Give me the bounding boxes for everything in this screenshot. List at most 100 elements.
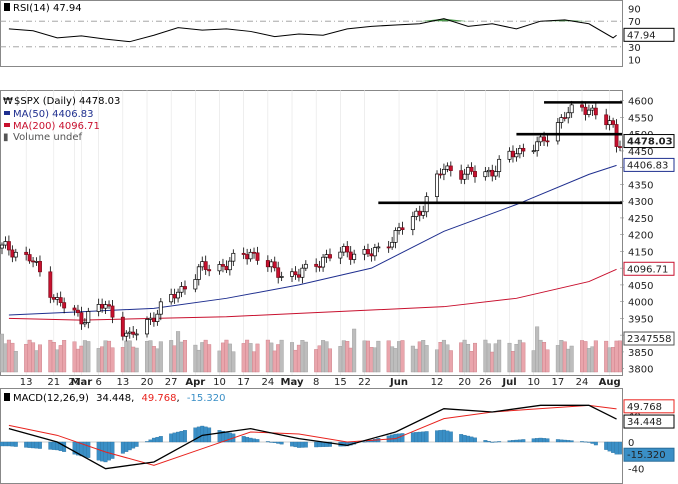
volume-bar [365, 340, 370, 373]
macd-hist-bar [317, 441, 322, 448]
macd-hist-bar [227, 432, 232, 443]
price-tick-label: 3950 [628, 314, 653, 325]
volume-bar [196, 349, 201, 373]
rsi-panel [0, 0, 623, 67]
volume-bar [421, 340, 426, 373]
candle-body [82, 322, 87, 325]
macd-hist-bar [51, 441, 56, 450]
rsi-legend-text: RSI(14) 47.94 [13, 3, 82, 14]
candle-body [317, 266, 322, 268]
candle-body [593, 107, 598, 116]
candle-body [607, 120, 612, 126]
macd-hist-bar [580, 441, 584, 443]
volume-bar [151, 346, 156, 373]
volume-bars [0, 326, 623, 373]
rsi-line [8, 18, 617, 43]
macd-hist-bar [517, 439, 522, 443]
candle-body [148, 317, 153, 320]
volume-bar [538, 339, 543, 373]
macd-hist-bar [241, 436, 246, 443]
volume-bar [131, 346, 136, 373]
candle-body [107, 304, 111, 307]
candle-body [207, 269, 212, 272]
candle-body [62, 302, 67, 309]
volume-bar [555, 345, 560, 373]
candle-body [338, 251, 343, 259]
volume-bar [462, 339, 467, 373]
volume-bar [58, 345, 63, 373]
volume-bar [542, 342, 547, 373]
volume-bar [303, 341, 308, 373]
candle-body [172, 294, 177, 299]
candle-body [276, 267, 281, 278]
candle-body [179, 286, 184, 293]
volume-bar [193, 344, 198, 373]
macd-hist-bar [200, 425, 205, 443]
candle-body [611, 120, 616, 125]
candle-body [435, 173, 439, 197]
macd-hist-bar [110, 441, 115, 459]
volume-bar [580, 340, 585, 373]
macd-hist-bar [255, 439, 260, 443]
candle-body [566, 112, 571, 119]
macd-hist-bar [107, 441, 111, 461]
candle-body [3, 241, 8, 246]
volume-bar [96, 348, 101, 373]
candle-body [38, 260, 42, 273]
macd-hist-bar [196, 426, 201, 443]
price-tick-label: 4550 [628, 113, 653, 124]
volume-bar [241, 343, 246, 373]
candle-body [483, 171, 488, 178]
volume-bar [252, 351, 257, 373]
x-tick-label: 24 [261, 377, 274, 388]
price-tick-label: 4300 [628, 197, 653, 208]
macd-hist-last-value: -15.320 [627, 450, 666, 461]
candle-body [521, 147, 526, 152]
candle-body [255, 252, 260, 261]
candle-body [200, 261, 205, 268]
x-tick-label: 17 [237, 377, 250, 388]
volume-bar [472, 342, 477, 373]
candle-body [86, 311, 91, 323]
macd-legend-swatch [4, 393, 10, 401]
price-tick-label: 4150 [628, 247, 653, 258]
macd-legend-macd: 34.448 [96, 393, 131, 404]
macd-hist-bar [531, 438, 536, 443]
volume-bar [27, 339, 32, 373]
volume-bar [107, 340, 112, 373]
x-tick-label: 27 [165, 377, 178, 388]
candle-body [417, 210, 422, 216]
volume-bar [390, 346, 395, 373]
volume-bar [103, 340, 108, 373]
volume-bar [231, 351, 236, 373]
volume-bar [314, 349, 319, 373]
candle-body [517, 147, 522, 155]
candle-body [76, 309, 80, 314]
candle-body [100, 304, 105, 309]
macd-hist-bar [473, 437, 477, 443]
candle-body [352, 253, 357, 260]
volume-bar [483, 339, 488, 373]
macd-hist-bar [611, 441, 616, 453]
candle-body [555, 122, 560, 142]
volume-bar [100, 346, 105, 373]
volume-bar [562, 341, 567, 373]
ma200-legend-swatch [4, 123, 10, 127]
candle-body [445, 165, 450, 170]
candle-body [397, 227, 401, 231]
macd-hist-bar [448, 431, 453, 443]
rsi-line-path [8, 18, 617, 43]
macd-hist-bar [151, 437, 156, 443]
volume-bar [417, 341, 422, 373]
volume-bar [393, 348, 398, 373]
macd-hist-bar [0, 441, 4, 447]
macd-tick-label: -40 [628, 465, 644, 476]
macd-hist-last-value-box [623, 447, 675, 462]
ma200-line [8, 268, 617, 321]
macd-hist-bar [535, 438, 540, 443]
candle-body [151, 317, 156, 322]
volume-bar [207, 344, 212, 373]
candle-body [410, 216, 415, 231]
candle-body [362, 249, 367, 255]
candle-body [155, 313, 160, 322]
